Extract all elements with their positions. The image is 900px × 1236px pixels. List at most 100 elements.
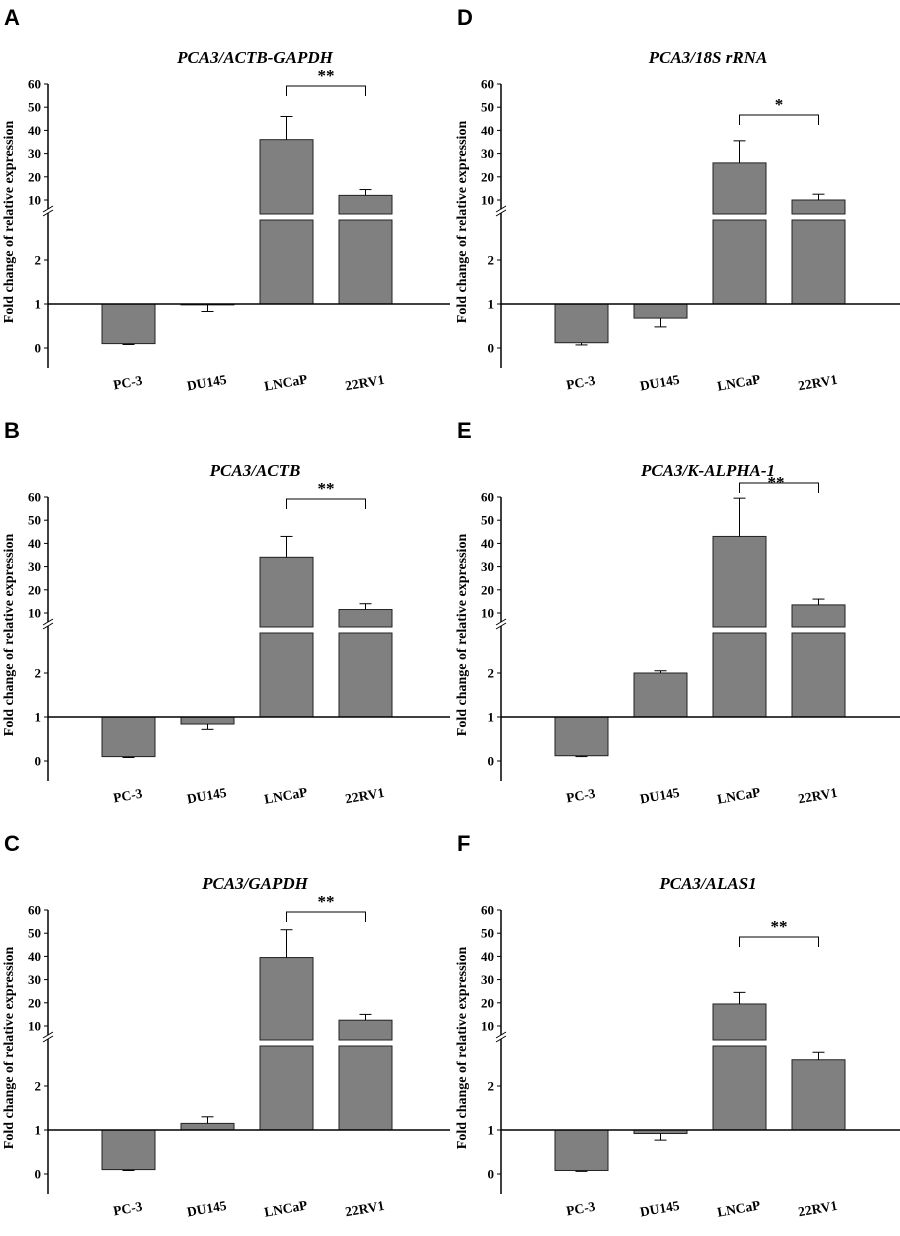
y-tick-label: 1: [35, 1123, 42, 1138]
axis-break-mark: [495, 209, 507, 217]
panel-label: F: [457, 831, 470, 856]
bar-lower: [259, 1045, 314, 1131]
axis-break-mark: [42, 622, 54, 630]
y-tick-label: 1: [488, 297, 495, 312]
axis-break-mark: [42, 205, 54, 213]
axis-break-mark: [495, 205, 507, 213]
y-tick-label: 20: [28, 995, 41, 1010]
bar-upper: [338, 194, 393, 215]
bar-lower: [712, 632, 767, 718]
significance-label: *: [775, 95, 784, 114]
significance-bracket: [739, 482, 819, 493]
axis-break-mark: [42, 1035, 54, 1043]
y-tick-label: 40: [28, 536, 41, 551]
y-tick-label: 2: [35, 666, 42, 681]
chart-panel-f: F PCA3/ALAS1 Fold change of relative expre…: [455, 831, 900, 1220]
bar-upper: [338, 609, 393, 628]
x-tick-label: DU145: [186, 785, 228, 807]
y-axis-label: Fold change of relative expression: [455, 534, 470, 737]
x-tick-label: DU145: [639, 1198, 681, 1220]
y-tick-label: 60: [28, 77, 41, 92]
x-tick-label: LNCaP: [263, 1197, 308, 1219]
y-tick-label: 60: [28, 490, 41, 505]
bar: [633, 303, 688, 319]
y-tick-label: 1: [35, 710, 42, 725]
y-axis-label: Fold change of relative expression: [2, 534, 17, 737]
significance-bracket: [286, 911, 366, 922]
x-tick-label: DU145: [186, 372, 228, 394]
chart-panel-d: D PCA3/18S rRNA Fold change of relative ex…: [455, 5, 900, 394]
y-axis-label: Fold change of relative expression: [455, 947, 470, 1150]
x-tick-label: PC-3: [565, 1199, 597, 1219]
y-tick-label: 2: [488, 253, 495, 268]
y-tick-label: 10: [28, 1019, 41, 1034]
y-axis-label: Fold change of relative expression: [455, 121, 470, 324]
chart-title: PCA3/ACTB: [209, 461, 301, 480]
chart-title: PCA3/ALAS1: [658, 874, 756, 893]
y-tick-label: 1: [488, 1123, 495, 1138]
axis-break-mark: [495, 618, 507, 626]
panel-label: E: [457, 418, 472, 443]
bar-upper: [712, 1003, 767, 1041]
y-tick-label: 40: [481, 123, 494, 138]
x-tick-label: PC-3: [112, 373, 144, 393]
y-tick-label: 50: [28, 926, 41, 941]
y-tick-label: 0: [488, 1167, 495, 1182]
bar: [554, 1129, 609, 1171]
x-tick-label: 22RV1: [797, 372, 839, 394]
y-tick-label: 20: [28, 582, 41, 597]
chart-panel-b: B PCA3/ACTB Fold change of relative expres…: [2, 418, 450, 807]
bar-upper: [338, 1019, 393, 1041]
y-tick-label: 10: [481, 1019, 494, 1034]
bar: [101, 1129, 156, 1171]
x-tick-label: DU145: [186, 1198, 228, 1220]
bar-lower: [712, 219, 767, 305]
y-tick-label: 40: [28, 949, 41, 964]
significance-label: **: [318, 66, 335, 85]
y-tick-label: 30: [28, 972, 41, 987]
x-tick-label: PC-3: [112, 786, 144, 806]
significance-bracket: [739, 114, 819, 125]
bar-lower: [791, 632, 846, 718]
y-tick-label: 20: [481, 995, 494, 1010]
axis-break-mark: [495, 622, 507, 630]
chart-panel-e: E PCA3/K-ALPHA-1 Fold change of relative e…: [455, 418, 900, 807]
significance-bracket: [286, 85, 366, 96]
y-tick-label: 0: [35, 754, 42, 769]
bar: [180, 716, 235, 725]
significance-label: **: [318, 479, 335, 498]
y-tick-label: 2: [35, 253, 42, 268]
y-tick-label: 20: [481, 582, 494, 597]
bar: [554, 716, 609, 757]
bar-lower: [259, 219, 314, 305]
y-tick-label: 2: [35, 1079, 42, 1094]
y-tick-label: 50: [28, 513, 41, 528]
chart-title: PCA3/18S rRNA: [648, 48, 768, 67]
y-axis-label: Fold change of relative expression: [2, 947, 17, 1150]
x-tick-label: LNCaP: [716, 371, 761, 393]
y-tick-label: 10: [481, 193, 494, 208]
x-tick-label: 22RV1: [797, 1198, 839, 1220]
chart-panel-c: C PCA3/GAPDH Fold change of relative expre…: [2, 831, 450, 1220]
y-axis-label: Fold change of relative expression: [2, 121, 17, 324]
y-tick-label: 60: [481, 903, 494, 918]
bar-upper: [791, 604, 846, 628]
bar-lower: [259, 632, 314, 718]
bar-upper: [791, 199, 846, 215]
y-tick-label: 1: [35, 297, 42, 312]
y-tick-label: 0: [488, 754, 495, 769]
bar-upper: [712, 162, 767, 215]
bar: [101, 716, 156, 758]
y-tick-label: 60: [28, 903, 41, 918]
y-tick-label: 2: [488, 1079, 495, 1094]
y-tick-label: 60: [481, 77, 494, 92]
x-tick-label: 22RV1: [344, 1198, 386, 1220]
y-tick-label: 50: [481, 100, 494, 115]
bar: [554, 303, 609, 344]
axis-break-mark: [42, 618, 54, 626]
significance-bracket: [286, 498, 366, 509]
y-tick-label: 0: [488, 341, 495, 356]
y-tick-label: 50: [28, 100, 41, 115]
y-tick-label: 10: [28, 606, 41, 621]
